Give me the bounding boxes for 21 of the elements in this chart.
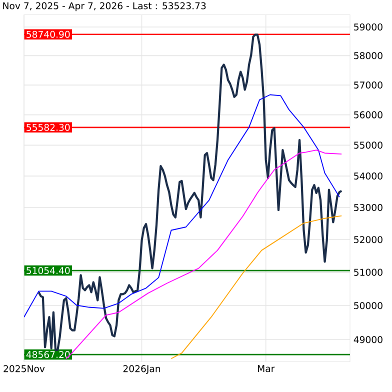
line-series (24, 94, 340, 318)
y-tick-label: 59000 (354, 23, 382, 30)
x-tick-label: 2026Jan (123, 365, 160, 374)
y-tick-label: 51000 (354, 268, 382, 276)
x-tick-label: 2025Nov (4, 365, 45, 372)
x-tick-label: Mar (258, 365, 275, 372)
y-tick-label: 53000 (354, 204, 382, 212)
y-tick-label: 58000 (354, 52, 382, 60)
y-tick-label: 52000 (354, 236, 382, 244)
y-tick-label: 57000 (354, 82, 382, 89)
ref-line-label: 51054.40 (26, 267, 70, 274)
ref-line-label: 48567.20 (26, 351, 70, 358)
y-tick-label: 56000 (354, 111, 382, 118)
y-tick-label: 54000 (354, 172, 382, 180)
y-tick-label: 55000 (354, 142, 382, 149)
line-series (170, 215, 342, 360)
ref-line-label: 58740.90 (26, 30, 70, 38)
ref-line-label: 55582.30 (26, 124, 70, 131)
y-tick-label: 49000 (354, 336, 382, 344)
chart-title: Nov 7, 2025 - Apr 7, 2026 - Last : 53523.73 (3, 2, 206, 12)
y-tick-label: 50000 (354, 302, 382, 310)
